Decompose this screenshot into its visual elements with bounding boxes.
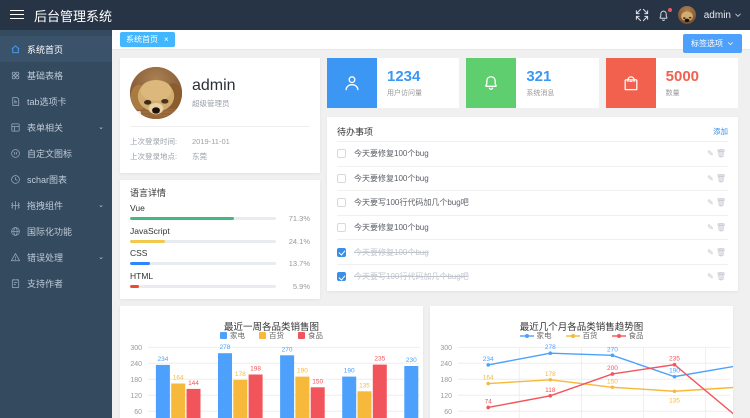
- svg-text:178: 178: [545, 371, 556, 378]
- svg-text:118: 118: [545, 387, 556, 394]
- svg-text:135: 135: [669, 397, 680, 404]
- svg-text:230: 230: [406, 357, 417, 364]
- svg-text:300: 300: [130, 345, 142, 352]
- svg-text:135: 135: [359, 382, 370, 389]
- svg-text:144: 144: [188, 380, 199, 387]
- svg-text:74: 74: [485, 399, 493, 406]
- svg-text:180: 180: [130, 377, 142, 384]
- svg-text:190: 190: [297, 368, 308, 375]
- svg-text:200: 200: [607, 365, 618, 372]
- svg-text:120: 120: [130, 393, 142, 400]
- svg-text:235: 235: [374, 356, 385, 363]
- svg-text:120: 120: [440, 393, 452, 400]
- svg-text:235: 235: [669, 356, 680, 363]
- svg-text:150: 150: [312, 378, 323, 385]
- svg-text:150: 150: [607, 378, 618, 385]
- svg-text:240: 240: [130, 361, 142, 368]
- svg-text:270: 270: [282, 346, 293, 353]
- svg-text:180: 180: [440, 377, 452, 384]
- svg-text:234: 234: [483, 356, 494, 363]
- svg-text:234: 234: [157, 356, 168, 363]
- svg-text:190: 190: [669, 368, 680, 375]
- svg-text:164: 164: [483, 375, 494, 382]
- svg-text:278: 278: [545, 344, 556, 351]
- svg-text:60: 60: [444, 409, 452, 416]
- svg-text:278: 278: [220, 344, 231, 351]
- svg-text:164: 164: [173, 375, 184, 382]
- svg-text:270: 270: [607, 346, 618, 353]
- svg-text:190: 190: [344, 368, 355, 375]
- svg-text:300: 300: [440, 345, 452, 352]
- svg-text:240: 240: [440, 361, 452, 368]
- svg-text:198: 198: [250, 366, 261, 373]
- svg-text:60: 60: [134, 409, 142, 416]
- svg-text:178: 178: [235, 371, 246, 378]
